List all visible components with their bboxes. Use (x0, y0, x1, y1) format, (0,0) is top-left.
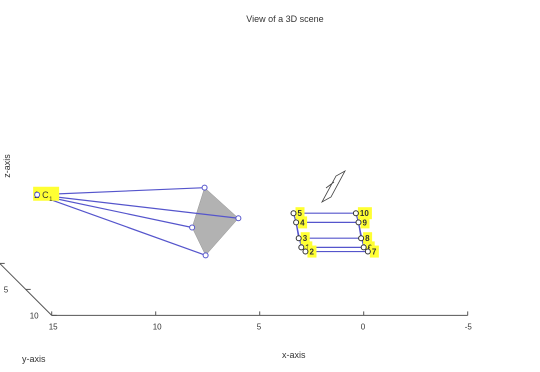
projected-object (321, 169, 346, 204)
point-marker (352, 210, 359, 217)
point-highlight (307, 245, 317, 258)
y-axis-line (0, 262, 53, 316)
point-marker (290, 210, 297, 217)
camera-ray (37, 187, 205, 196)
camera-center-marker (34, 191, 41, 198)
point-marker (302, 248, 309, 255)
point-highlight (298, 216, 308, 229)
point-highlight (363, 232, 373, 245)
x-tick-label: -5 (465, 322, 473, 331)
point-marker (358, 235, 365, 242)
point-label: 8 (365, 234, 370, 243)
camera-ray (37, 194, 239, 219)
plane-corner-marker (202, 252, 209, 259)
point-label: 2 (309, 248, 314, 257)
point-highlight (357, 207, 372, 220)
x-tick-label: 0 (361, 322, 366, 331)
x-tick-label: 15 (49, 322, 58, 331)
point-label: 9 (363, 218, 368, 227)
camera-ray (36, 194, 206, 256)
y-tick-label: 10 (30, 311, 39, 320)
point-marker (364, 248, 371, 255)
plane-corner-marker (189, 224, 196, 231)
box-edge (295, 222, 302, 248)
point-marker (360, 244, 367, 251)
image-plane-quad (191, 187, 239, 256)
plane-corner-marker (201, 184, 208, 191)
point-marker (355, 219, 362, 226)
point-highlight (369, 245, 379, 258)
point-label: 7 (372, 248, 377, 257)
x-tick-label: 10 (153, 322, 162, 331)
point-markers: 1C112345678910 (33, 186, 379, 258)
camera-highlight (33, 186, 60, 201)
box-edge (357, 222, 365, 248)
point-label: 10 (360, 209, 369, 218)
y-tick-label: 5 (4, 285, 9, 294)
chart-title: View of a 3D scene (246, 14, 323, 24)
x-axis-label: x-axis (282, 350, 306, 360)
camera-rays (36, 184, 242, 259)
z-axis-label: z-axis (2, 154, 12, 178)
point-marker (298, 244, 305, 251)
point-highlight (360, 216, 370, 229)
camera-ray (37, 194, 193, 229)
y-axis-label: y-axis (22, 354, 46, 364)
point-label: 3 (303, 234, 308, 243)
plane-corner-marker (235, 215, 242, 222)
point-highlight (295, 207, 305, 220)
point-marker (295, 235, 302, 242)
x-tick-label: 5 (257, 322, 262, 331)
point-highlight (300, 232, 310, 245)
camera-center-label: C (42, 190, 49, 200)
point-label: 4 (300, 218, 305, 227)
point-marker (293, 219, 300, 226)
point-label: 5 (298, 209, 303, 218)
camera-center-subscript: 1 (49, 197, 53, 203)
